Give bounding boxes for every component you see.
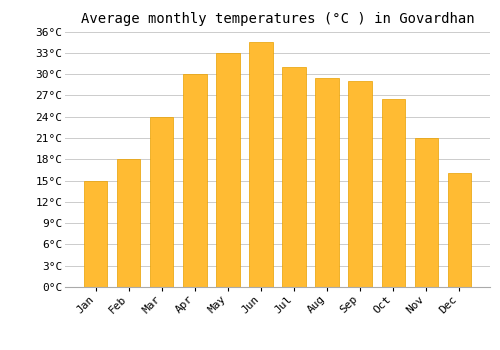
Bar	[348, 81, 372, 287]
Bar	[216, 53, 240, 287]
Bar	[448, 174, 470, 287]
Bar	[382, 99, 404, 287]
Bar	[250, 42, 272, 287]
Bar	[282, 67, 306, 287]
Bar	[150, 117, 174, 287]
Title: Average monthly temperatures (°C ) in Govardhan: Average monthly temperatures (°C ) in Go…	[80, 12, 474, 26]
Bar	[414, 138, 438, 287]
Bar	[118, 159, 141, 287]
Bar	[316, 78, 338, 287]
Bar	[84, 181, 108, 287]
Bar	[184, 74, 206, 287]
